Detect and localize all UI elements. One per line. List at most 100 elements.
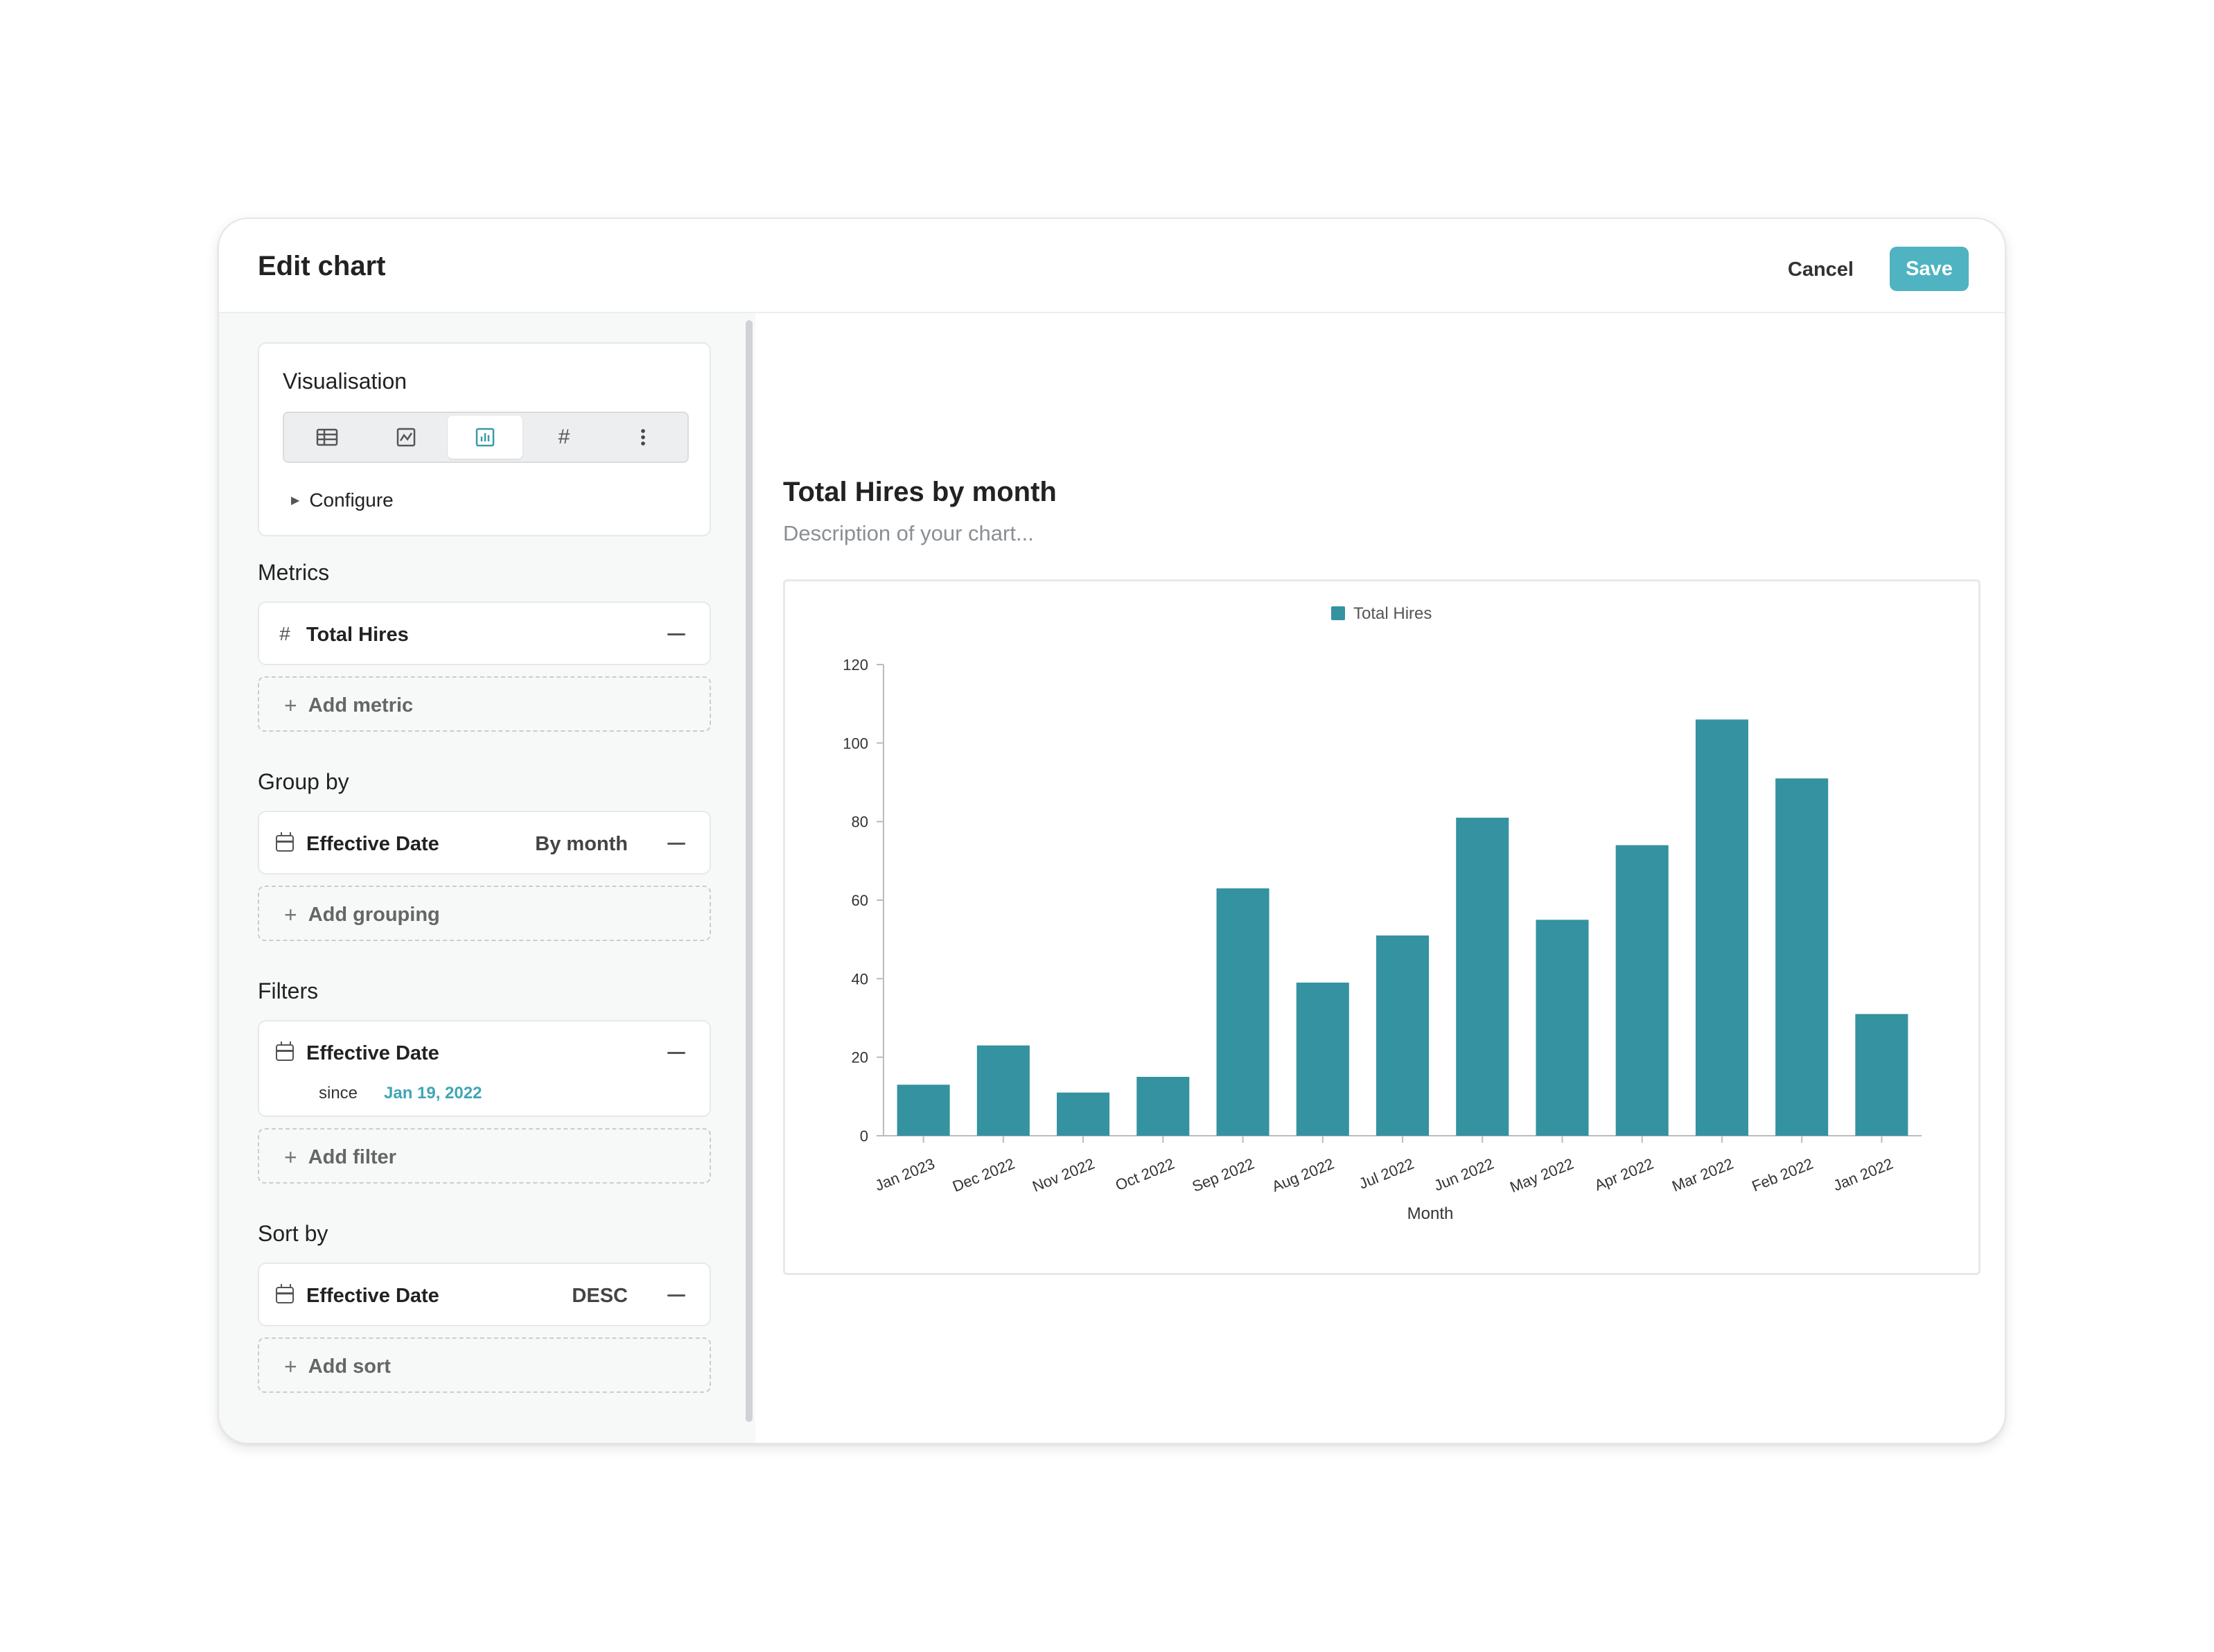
table-view-button[interactable] [290,416,364,459]
table-icon [316,428,338,446]
add-sort-button[interactable]: + Add sort [258,1337,711,1393]
x-tick-label: Feb 2022 [1749,1154,1816,1195]
group-by-row: Effective Date By month [258,811,711,875]
y-tick-label: 60 [852,892,868,909]
minus-icon [667,842,685,845]
filter-row: Effective Date since Jan 19, 2022 [258,1020,711,1117]
x-tick-label: Jan 2022 [1831,1154,1895,1194]
bar [1376,935,1430,1136]
legend-swatch [1331,606,1345,620]
add-grouping-label: Add grouping [308,904,440,926]
remove-grouping-button[interactable] [664,832,689,855]
line-chart-icon [396,428,416,447]
x-tick-label: Jul 2022 [1356,1154,1416,1192]
number-view-button[interactable]: # [527,416,601,459]
bar [976,1045,1030,1136]
bar [897,1084,950,1136]
sidebar-scrollbar[interactable] [746,320,753,1422]
chart-title[interactable]: Total Hires by month [783,477,1057,507]
visualisation-title: Visualisation [283,369,407,394]
bar [1296,983,1349,1136]
bar [1855,1014,1908,1136]
y-tick-label: 80 [852,814,868,831]
visualisation-card: Visualisation [258,342,711,536]
x-tick-label: Sep 2022 [1190,1154,1257,1195]
bar [1775,778,1829,1136]
bar [1136,1077,1190,1136]
bar [1536,920,1589,1136]
more-vertical-icon [641,429,645,446]
line-chart-view-button[interactable] [369,416,443,459]
add-grouping-button[interactable]: + Add grouping [258,886,711,941]
sort-row: Effective Date DESC [258,1263,711,1326]
add-filter-button[interactable]: + Add filter [258,1128,711,1184]
metric-label: Total Hires [306,624,409,646]
more-options-button[interactable] [606,416,680,459]
caret-right-icon: ▶ [291,495,300,507]
sort-by-title: Sort by [258,1221,328,1246]
calendar-icon [273,1283,297,1307]
filter-operator: since [319,1084,358,1102]
configure-label: Configure [309,489,394,511]
plus-icon: + [284,693,297,718]
x-tick-label: Aug 2022 [1269,1154,1337,1195]
dialog-title: Edit chart [258,251,386,281]
x-tick-label: Mar 2022 [1669,1154,1736,1195]
add-filter-label: Add filter [308,1146,396,1168]
group-by-label: Effective Date [306,833,439,855]
plus-icon: + [284,1145,297,1170]
x-tick-label: May 2022 [1507,1154,1576,1195]
chart-preview-panel: Total Hires by month Description of your… [755,313,2005,1443]
x-axis-label: Month [1407,1204,1454,1223]
bar [1615,845,1669,1136]
x-tick-label: Jun 2022 [1432,1154,1496,1194]
cancel-button[interactable]: Cancel [1780,251,1862,288]
dialog-header: Edit chart Cancel Save [219,219,2005,313]
add-metric-button[interactable]: + Add metric [258,676,711,732]
metrics-title: Metrics [258,560,330,585]
filters-title: Filters [258,978,319,1003]
save-button[interactable]: Save [1890,247,1969,291]
y-tick-label: 40 [852,970,868,987]
legend-label: Total Hires [1353,604,1432,623]
sort-label: Effective Date [306,1285,439,1307]
remove-sort-button[interactable] [664,1283,689,1307]
y-tick-label: 120 [843,656,868,674]
group-by-title: Group by [258,769,349,794]
visualisation-toolbar: # [283,412,689,463]
group-by-interval[interactable]: By month [535,833,628,855]
metric-row: # Total Hires [258,601,711,665]
x-tick-label: Apr 2022 [1592,1154,1655,1194]
plus-icon: + [284,902,297,927]
bar-chart-view-button[interactable] [448,416,522,459]
calendar-icon [273,832,297,855]
chart-description-input[interactable]: Description of your chart... [783,521,1034,545]
sort-direction[interactable]: DESC [572,1285,628,1307]
filter-label: Effective Date [306,1042,439,1064]
calendar-icon [273,1041,297,1064]
bar [1057,1092,1110,1136]
x-tick-label: Oct 2022 [1113,1154,1177,1194]
x-tick-label: Nov 2022 [1030,1154,1097,1195]
bar-chart: Total Hires 0 20 40 60 80 100 120 Jan 2023 Dec 20… [843,604,1922,1223]
chart-card: Total Hires 0 20 40 60 80 100 120 Jan 2023 Dec 20… [783,579,1980,1275]
minus-icon [667,1294,685,1297]
remove-filter-button[interactable] [664,1041,689,1064]
bar [1695,719,1748,1136]
bar [1456,818,1509,1136]
bar-chart-icon [475,428,495,447]
minus-icon [667,633,685,635]
minus-icon [667,1051,685,1054]
configure-toggle[interactable]: ▶ Configure [291,489,394,511]
x-tick-label: Jan 2023 [872,1154,937,1194]
bar [1216,888,1269,1136]
remove-metric-button[interactable] [664,622,689,646]
plus-icon: + [284,1354,297,1379]
add-sort-label: Add sort [308,1355,391,1378]
config-sidebar: Visualisation [219,313,755,1443]
y-tick-label: 0 [860,1127,868,1145]
y-tick-label: 20 [852,1049,868,1066]
add-metric-label: Add metric [308,694,414,717]
filter-date-value[interactable]: Jan 19, 2022 [384,1084,482,1102]
number-icon: # [558,425,570,448]
